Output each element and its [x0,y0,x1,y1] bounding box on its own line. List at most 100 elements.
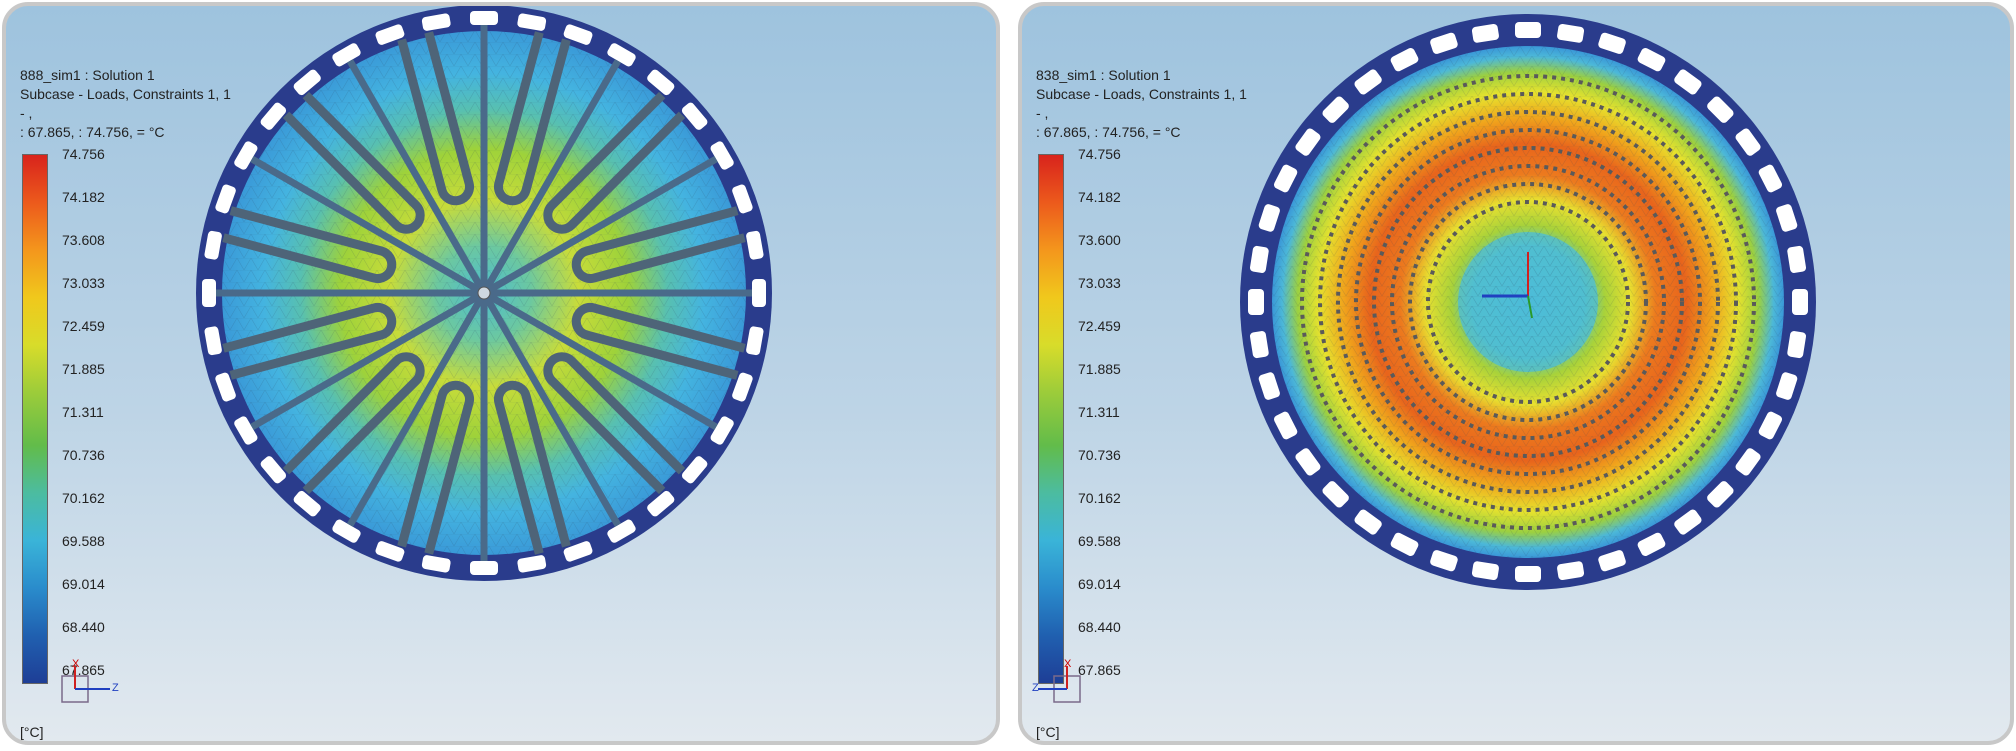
legend-value: 67.865 [62,662,105,678]
rim-slot [1471,23,1499,43]
rim-slot [1674,69,1702,95]
rim-slot [293,490,321,517]
rim-slot [517,13,547,31]
axis-z-label: Z [1032,682,1039,694]
coordinate-triad-icon: X Z [60,658,130,712]
legend-value: 71.311 [1078,404,1120,420]
rim-slot [607,519,636,543]
hairpin-fin [571,302,746,380]
axis-x-label: X [72,658,80,670]
rim-slot [1273,164,1298,193]
rim-slot [1258,204,1280,232]
pin-fin-ring [1354,128,1702,476]
rim-slot [1792,289,1808,315]
legend-value: 71.885 [1078,361,1121,377]
info-dash: - , [1036,105,1049,121]
rim-slot [1322,481,1349,508]
hairpin-fin [543,91,686,234]
legend-value: 69.014 [1078,576,1121,592]
legend-value: 69.014 [62,576,105,592]
legend-labels: 74.756 74.182 73.608 73.033 72.459 71.88… [62,146,142,706]
info-dash: - , [20,105,33,121]
legend-value: 68.440 [62,619,105,635]
rim-slot [1707,481,1734,508]
rim-slot [293,69,321,96]
rim-slot [1557,561,1585,581]
rim-slot [647,69,675,96]
axis-x-label: X [1064,658,1072,670]
rim-slot [1354,509,1382,535]
rim-slot [681,102,708,130]
viewport-right[interactable]: 838_sim1 : Solution 1 Subcase - Loads, C… [1018,2,2014,745]
rim-slot [710,141,734,170]
legend-value: 71.311 [62,404,104,420]
csys-y-axis [1527,295,1533,319]
rim-slot [215,184,236,214]
rim-slot [1787,245,1807,273]
rim-slot [1776,204,1798,232]
rim-slot [710,416,734,445]
hairpin-fin [493,380,571,555]
subcase-label: Subcase - Loads, Constraints 1, 1 [1036,86,1247,102]
rim-slot [1295,128,1321,156]
range-label: : 67.865, : 74.756, = °C [20,124,165,140]
rim-slot [332,43,361,67]
viewport-left[interactable]: 888_sim1 : Solution 1 Subcase - Loads, C… [2,2,1000,745]
rim-slot [1258,372,1280,400]
legend-value: 70.162 [1078,490,1121,506]
legend-value: 74.756 [1078,146,1121,162]
rim-slot [1430,550,1458,572]
legend-value: 72.459 [62,318,105,334]
rim-slot [1273,411,1298,440]
rim-slot [215,372,236,402]
rim-slot [752,279,766,307]
heatsink-radial-fins-model[interactable] [6,6,996,741]
legend-value: 70.736 [62,447,105,463]
rim-slot [746,230,764,260]
rim-slot [260,102,287,130]
pin-fin-ring [1426,200,1630,404]
legend-value: 70.736 [1078,447,1121,463]
pin-fin-ring [1318,92,1738,512]
rim-slot [517,555,547,573]
sim-title: 838_sim1 : Solution 1 [1036,67,1171,83]
legend-value: 72.459 [1078,318,1121,334]
rim-slot [234,141,258,170]
range-label: : 67.865, : 74.756, = °C [1036,124,1181,140]
rim-slot [1249,245,1269,273]
hairpin-fin [397,380,475,555]
legend-labels: 74.756 74.182 73.600 73.033 72.459 71.88… [1078,146,1158,706]
rim-slot [1735,128,1761,156]
rim-slot [1430,32,1458,54]
legend-value: 74.756 [62,146,105,162]
rim-slot [421,13,451,31]
pin-fin-ring [1408,182,1648,422]
result-info: 888_sim1 : Solution 1 Subcase - Loads, C… [20,66,231,142]
rim-slot [746,326,764,356]
rim-slot [1515,566,1541,582]
rim-slot [375,541,405,562]
pin-fin-ring [1372,146,1684,458]
rim-slot [1758,164,1783,193]
legend-value: 70.162 [62,490,105,506]
rim-slot [1354,69,1382,95]
rim-slot [1248,289,1264,315]
legend-value: 74.182 [1078,189,1121,205]
rim-slot [421,555,451,573]
color-legend-bar [1038,154,1064,684]
hairpin-fin [493,31,571,206]
rim-slot [1598,32,1626,54]
rim-slot [607,43,636,67]
rim-slot [1787,331,1807,359]
rim-slot [732,372,753,402]
rim-slot [204,326,222,356]
legend-value: 71.885 [62,361,105,377]
legend-value: 73.033 [62,275,105,291]
rim-slot [1249,331,1269,359]
subcase-label: Subcase - Loads, Constraints 1, 1 [20,86,231,102]
rim-slot [563,24,593,45]
rim-slot [1471,561,1499,581]
heatsink-ring-model[interactable] [1022,6,2010,741]
rim-slot [647,490,675,517]
unit-label: [°C] [1036,724,1060,740]
